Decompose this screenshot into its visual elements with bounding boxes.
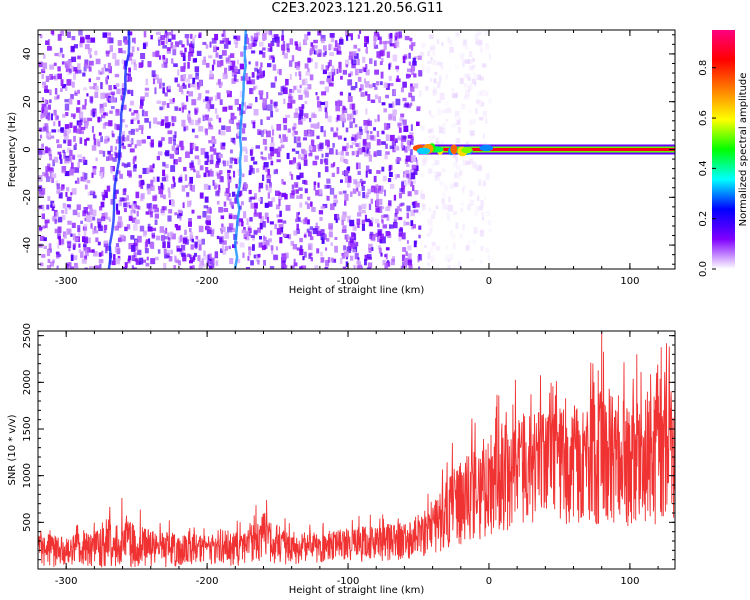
colorbar-tick-label: 0.4 <box>698 160 709 176</box>
carrier-blob <box>450 144 458 155</box>
snr-xtick-label: 0 <box>486 576 492 587</box>
snr-ytick-label: 1500 <box>22 416 33 441</box>
carrier-core <box>418 148 675 151</box>
heatmap-cells <box>38 30 675 269</box>
snr-series-line <box>38 331 675 569</box>
heatmap-ytick-label: 40 <box>22 48 33 61</box>
spectrogram-heatmap <box>38 30 675 269</box>
carrier-blob <box>479 144 494 152</box>
snr-frame <box>37 330 676 570</box>
streak-1 <box>233 30 248 269</box>
snr-ytick-label: 2000 <box>22 370 33 395</box>
snr-ylabel: SNR (10 * v/v) <box>7 414 18 485</box>
streak-0 <box>107 30 131 269</box>
heatmap-xlabel: Height of straight line (km) <box>289 285 425 296</box>
snr-line-chart <box>38 331 675 569</box>
colorbar-gradient <box>712 30 735 269</box>
snr-ytick-label: 500 <box>22 513 33 532</box>
heatmap-ylabel: Frequency (Hz) <box>7 112 18 188</box>
heatmap-ytick-label: -20 <box>22 189 33 205</box>
snr-xtick-label: -200 <box>196 576 219 587</box>
colorbar-tick-label: 0.6 <box>698 110 709 126</box>
snr-xlabel: Height of straight line (km) <box>289 585 425 596</box>
heatmap-xtick-label: -300 <box>55 276 78 287</box>
heatmap-ytick-label: 20 <box>22 95 33 108</box>
colorbar-tick-label: 0.2 <box>698 211 709 227</box>
colorbar-tick-label: 0.0 <box>698 261 709 277</box>
colorbar-label: Normalized spectral amplitude <box>738 73 749 227</box>
snr-xtick-label: -300 <box>55 576 78 587</box>
colorbar: 0.0 0.2 0.4 0.6 0.8 Normalized spectral ampli… <box>698 30 749 277</box>
carrier-blob <box>461 146 473 154</box>
colorbar-tick-label: 0.8 <box>698 60 709 76</box>
heatmap-ytick-label: -40 <box>22 237 33 253</box>
heatmap-xtick-label: 100 <box>620 276 639 287</box>
heatmap-xtick-label: -200 <box>196 276 219 287</box>
snr-xtick-label: 100 <box>620 576 639 587</box>
carrier-blob <box>416 147 431 155</box>
snr-axes: -300 -200 -100 0 100 500 1000 1500 2000 2500 Heigh… <box>7 323 676 596</box>
snr-xtick-label: -100 <box>337 576 360 587</box>
heatmap-xtick-label: 0 <box>486 276 492 287</box>
heatmap-ytick-label: 0 <box>22 146 33 152</box>
heatmap-xtick-label: -100 <box>337 276 360 287</box>
chart-title: C2E3.2023.121.20.56.G11 <box>271 1 444 16</box>
heatmap-region-noise <box>38 30 423 269</box>
heatmap-region-carrier <box>412 143 675 157</box>
snr-ytick-label: 2500 <box>22 323 33 348</box>
snr-ytick-label: 1000 <box>22 463 33 488</box>
